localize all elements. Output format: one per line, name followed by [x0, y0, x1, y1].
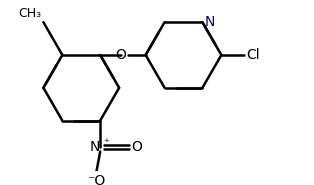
Text: CH₃: CH₃: [19, 7, 41, 20]
Text: ⁻O: ⁻O: [87, 174, 106, 185]
Text: O: O: [116, 48, 127, 62]
Text: O: O: [132, 140, 143, 154]
Text: Cl: Cl: [246, 48, 260, 62]
Text: N: N: [90, 140, 100, 154]
Text: ⁺: ⁺: [103, 137, 109, 147]
Text: N: N: [204, 15, 215, 29]
